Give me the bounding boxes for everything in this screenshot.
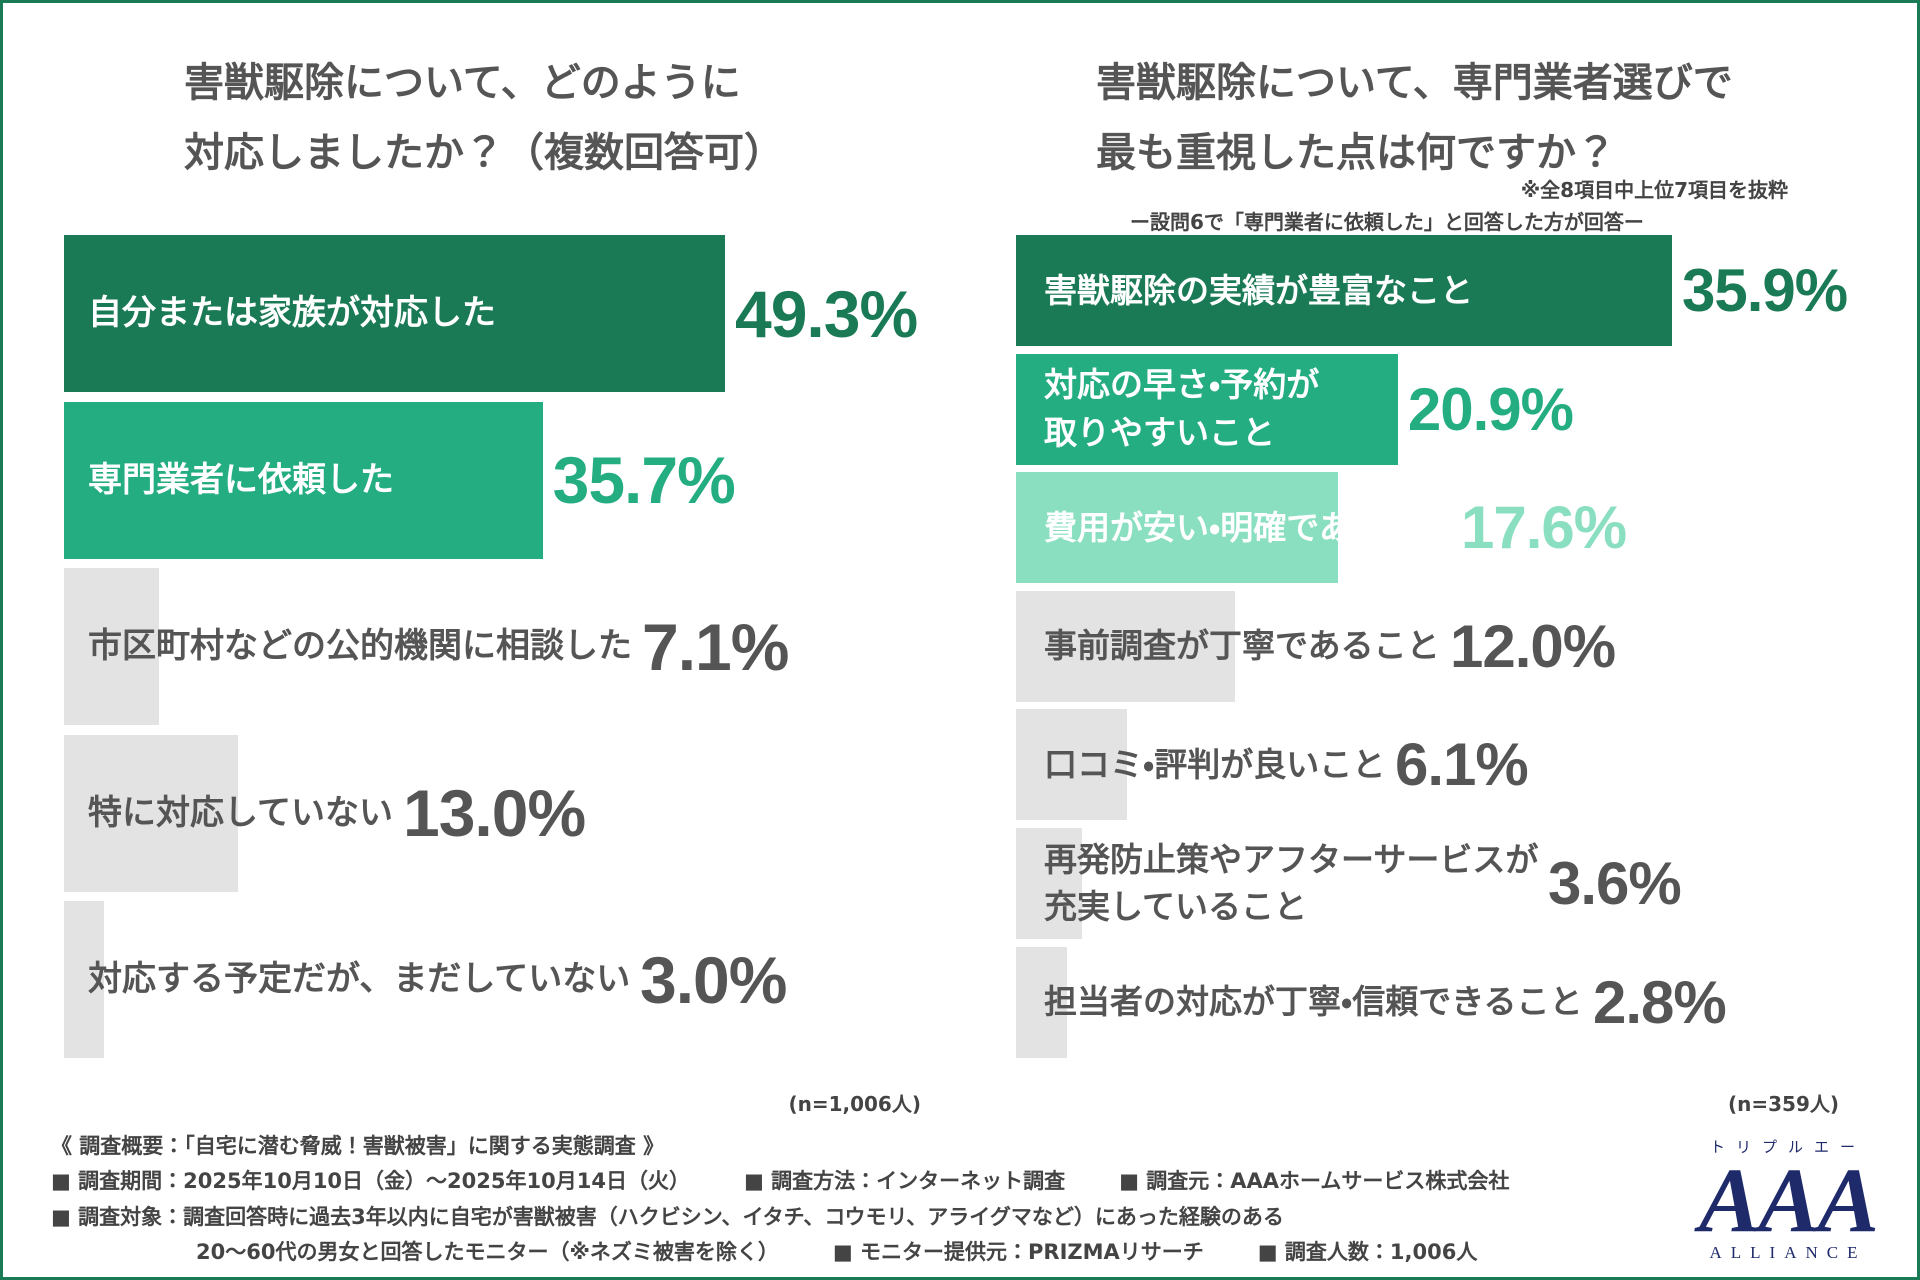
chart-title: 害獣駆除について、どのように 対応しましたか？（複数回答可） [184, 60, 784, 176]
category-label: 費用が安い・明確であること [1044, 507, 1451, 547]
sample-size: (n=1,006人) [788, 1092, 921, 1116]
survey-item: 20〜60代の男女と回答したモニター（※ネズミ被害を除く） [196, 1240, 779, 1264]
category-label: 担当者の対応が丁寧・信頼できること [1044, 982, 1583, 1022]
value-label: 12.0% [1450, 612, 1616, 680]
category-label: 対応する予定だが、まだしていない [88, 959, 631, 999]
bar [1016, 353, 1398, 465]
value-label: 6.1% [1395, 731, 1529, 799]
category-label: 事前調査が丁寧であること [1044, 626, 1440, 666]
bar [64, 901, 105, 1058]
logo-name: ALLIANCE [1709, 1243, 1867, 1262]
value-label: 49.3% [735, 276, 918, 351]
chart-title: 害獣駆除について、専門業者選びで 最も重視した点は何ですか？ [1096, 60, 1733, 176]
category-label: 害獣駆除の実績が豊富なこと [1044, 270, 1473, 310]
category-label: 専門業者に依頼した [88, 459, 394, 500]
bar [64, 568, 160, 725]
category-label: 特に対応していない [88, 792, 393, 833]
category-label: 再発防止策やアフターサービスが 充実していること [1044, 839, 1539, 927]
logo-mark: AAA [1698, 1149, 1879, 1251]
logo-kana: トリプルエー [1709, 1138, 1866, 1156]
value-label: 20.9% [1407, 375, 1574, 443]
category-label: 口コミ・評判が良いこと [1044, 744, 1386, 784]
bar [64, 235, 725, 392]
sample-size: (n=359人) [1727, 1092, 1839, 1116]
value-label: 35.9% [1682, 257, 1848, 324]
category-label: 市区町村などの公的機関に相談した [88, 626, 632, 666]
bar [64, 401, 543, 559]
survey-line: ■ 調査対象：調査回答時に過去3年以内に自宅が害獣被害（ハクビシン、イタチ、コウ… [51, 1201, 1284, 1231]
logo: トリプルエー AAA ALLIANCE [1690, 1136, 1886, 1263]
survey-heading: 《 調査概要：「自宅に潜む脅威！害獣被害」に関する実態調査 》 [51, 1134, 665, 1158]
category-label: 自分または家族が対応した [88, 293, 496, 333]
survey-item: ■ 調査人数：1,006人 [1257, 1240, 1478, 1264]
bar [1016, 828, 1082, 939]
survey-line: 20〜60代の男女と回答したモニター（※ネズミ被害を除く） ■ モニター提供元：… [196, 1236, 1477, 1266]
value-label: 3.0% [640, 942, 787, 1017]
bar [1016, 235, 1672, 346]
survey-line: ■ 調査期間：2025年10月10日（金）〜2025年10月14日（火） ■ 調… [51, 1165, 1509, 1195]
bar [1016, 590, 1236, 702]
value-label: 7.1% [642, 609, 789, 684]
survey-item: ■ 調査元：AAAホームサービス株式会社 [1119, 1169, 1510, 1193]
value-label: 13.0% [403, 776, 586, 850]
note: ※全8項目中上位7項目を抜粋 [1520, 178, 1788, 202]
category-label: 対応の早さ・予約が 取りやすいこと [1044, 365, 1320, 452]
value-label: 17.6% [1461, 494, 1627, 562]
survey-item: ■ 調査期間：2025年10月10日（金）〜2025年10月14日（火） [51, 1169, 690, 1193]
value-label: 35.7% [552, 443, 736, 517]
survey-item: ■ 調査対象：調査回答時に過去3年以内に自宅が害獣被害（ハクビシン、イタチ、コウ… [51, 1205, 1284, 1229]
survey-item: ■ 調査方法：インターネット調査 [743, 1169, 1066, 1193]
survey-item: ■ モニター提供元：PRIZMAリサーチ [832, 1240, 1204, 1264]
bar [1016, 709, 1128, 821]
bar [1016, 946, 1068, 1058]
value-label: 2.8% [1593, 968, 1727, 1036]
bar [1016, 472, 1338, 584]
value-label: 3.6% [1548, 850, 1682, 917]
bar [64, 734, 239, 892]
subtitle: ー設問6で「専門業者に依頼した」と回答した方が回答ー [1130, 210, 1644, 234]
